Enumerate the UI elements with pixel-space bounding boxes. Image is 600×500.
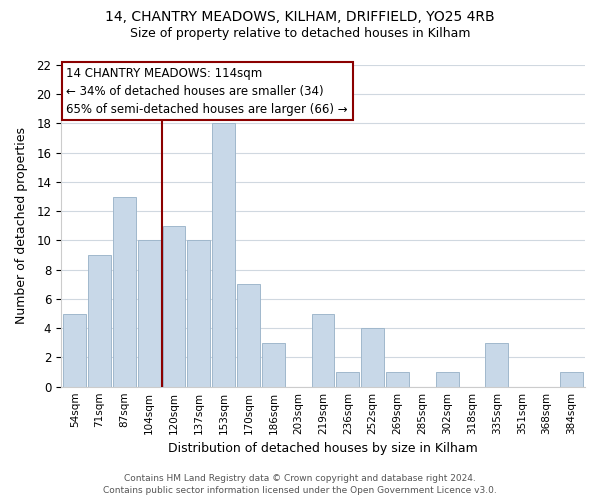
Bar (311, 314, 334, 386)
Bar (361, 328, 384, 386)
Bar (63, 314, 86, 386)
Bar (485, 343, 508, 386)
Bar (436, 372, 458, 386)
Y-axis label: Number of detached properties: Number of detached properties (15, 128, 28, 324)
Bar (337, 372, 359, 386)
Bar (212, 124, 235, 386)
Text: Size of property relative to detached houses in Kilham: Size of property relative to detached ho… (130, 28, 470, 40)
Text: Contains HM Land Registry data © Crown copyright and database right 2024.
Contai: Contains HM Land Registry data © Crown c… (103, 474, 497, 495)
Bar (113, 196, 136, 386)
Text: 14 CHANTRY MEADOWS: 114sqm
← 34% of detached houses are smaller (34)
65% of semi: 14 CHANTRY MEADOWS: 114sqm ← 34% of deta… (66, 66, 348, 116)
Bar (187, 240, 210, 386)
X-axis label: Distribution of detached houses by size in Kilham: Distribution of detached houses by size … (168, 442, 478, 455)
Bar (386, 372, 409, 386)
Bar (262, 343, 285, 386)
Bar (163, 226, 185, 386)
Bar (560, 372, 583, 386)
Text: 14, CHANTRY MEADOWS, KILHAM, DRIFFIELD, YO25 4RB: 14, CHANTRY MEADOWS, KILHAM, DRIFFIELD, … (105, 10, 495, 24)
Bar (138, 240, 161, 386)
Bar (237, 284, 260, 386)
Bar (88, 255, 111, 386)
